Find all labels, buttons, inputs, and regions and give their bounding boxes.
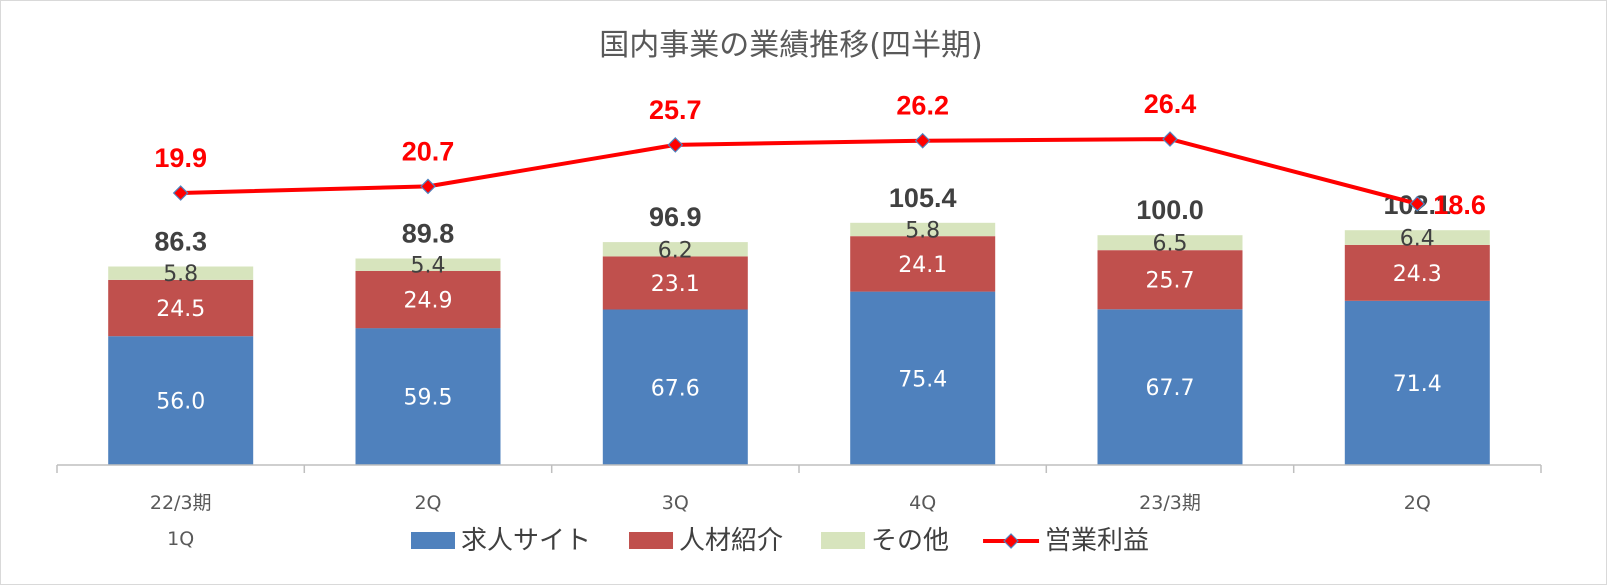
- x-tick-label: 22/3期: [150, 492, 212, 514]
- bar-value-label: 24.1: [898, 253, 947, 278]
- bar-segment-3-cat-4: [850, 222, 996, 237]
- x-tick-label: 4Q: [909, 492, 936, 514]
- bar-value-label: 67.7: [1146, 376, 1195, 401]
- bar-value-label: 6.2: [658, 238, 693, 263]
- legend-item-label: 求人サイト: [461, 526, 591, 556]
- total-value-label: 96.9: [649, 202, 702, 232]
- x-tick-label: 2Q: [1404, 492, 1431, 514]
- profit-marker: [667, 137, 684, 153]
- bar-segment-3-cat-6: [1344, 230, 1490, 245]
- bar-segment-1-cat-5: [1097, 309, 1243, 465]
- legend-swatch: [821, 532, 866, 549]
- profit-value-label: 18.6: [1433, 190, 1486, 220]
- legend-swatch: [411, 532, 455, 549]
- bar-segment-2-cat-4: [850, 236, 996, 292]
- profit-marker: [1409, 195, 1426, 212]
- x-tick-label: 2Q: [414, 492, 441, 514]
- bar-value-label: 6.4: [1400, 227, 1435, 252]
- bar-value-label: 71.4: [1393, 372, 1442, 397]
- profit-marker: [1162, 131, 1178, 147]
- x-tick-label: 1Q: [167, 528, 194, 550]
- profit-value-label: 25.7: [649, 95, 702, 125]
- bar-segment-2-cat-6: [1344, 244, 1490, 301]
- bar-value-label: 25.7: [1146, 269, 1195, 294]
- bar-value-label: 23.1: [651, 272, 700, 297]
- bar-value-label: 67.6: [651, 376, 700, 401]
- bar-value-label: 59.5: [404, 386, 453, 411]
- total-value-label: 89.8: [402, 219, 455, 249]
- bar-value-label: 5.8: [905, 219, 940, 244]
- bar-segment-1-cat-1: [108, 336, 254, 465]
- legend-item-label: 人材紹介: [679, 526, 783, 556]
- total-value-label: 100.0: [1136, 195, 1204, 225]
- profit-marker: [172, 185, 189, 201]
- total-value-label: 105.4: [889, 183, 957, 213]
- bar-segment-3-cat-2: [355, 258, 501, 271]
- bar-segment-2-cat-3: [602, 256, 748, 310]
- profit-value-label: 19.9: [154, 143, 207, 173]
- profit-value-label: 20.7: [402, 136, 455, 166]
- bar-segment-1-cat-6: [1344, 300, 1490, 465]
- profit-value-label: 26.2: [896, 91, 949, 121]
- total-value-label: 86.3: [154, 227, 207, 257]
- bar-segment-3-cat-5: [1097, 235, 1243, 251]
- x-tick-label: 3Q: [662, 492, 689, 514]
- bar-value-label: 24.9: [404, 289, 453, 314]
- bar-segment-1-cat-3: [602, 309, 748, 465]
- profit-value-label: 26.4: [1144, 89, 1197, 119]
- bar-segment-2-cat-5: [1097, 250, 1243, 310]
- profit-marker: [420, 178, 436, 195]
- legend-marker: [1003, 533, 1019, 549]
- legend-swatch: [629, 532, 674, 549]
- bar-segment-1-cat-4: [850, 291, 996, 465]
- bar-value-label: 24.3: [1393, 262, 1442, 287]
- bar-value-label: 5.8: [163, 262, 198, 287]
- x-tick-label: 23/3期: [1139, 492, 1201, 514]
- bar-segment-1-cat-2: [355, 328, 501, 465]
- bar-segment-3-cat-3: [602, 242, 748, 257]
- bar-value-label: 75.4: [898, 367, 947, 392]
- profit-marker: [914, 132, 931, 149]
- chart-title: 国内事業の業績推移(四半期): [599, 28, 982, 63]
- bar-value-label: 6.5: [1153, 232, 1188, 257]
- bar-segment-3-cat-1: [108, 266, 254, 280]
- legend-item-label: 営業利益: [1045, 526, 1149, 556]
- legend-item-label: その他: [871, 526, 949, 556]
- bar-value-label: 24.5: [156, 297, 205, 322]
- bar-value-label: 56.0: [156, 390, 205, 415]
- bar-value-label: 5.4: [411, 254, 446, 279]
- profit-line: [180, 137, 1418, 206]
- bar-segment-2-cat-2: [355, 270, 501, 329]
- bar-segment-2-cat-1: [108, 279, 254, 337]
